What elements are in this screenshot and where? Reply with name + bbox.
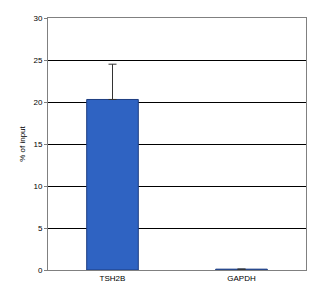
svg-text:20: 20: [33, 98, 42, 107]
svg-text:5: 5: [38, 224, 43, 233]
svg-text:0: 0: [38, 266, 43, 275]
svg-text:10: 10: [33, 182, 42, 191]
svg-text:GAPDH: GAPDH: [227, 274, 256, 283]
svg-text:15: 15: [33, 140, 42, 149]
svg-text:30: 30: [33, 14, 42, 23]
svg-text:25: 25: [33, 56, 42, 65]
svg-text:% of input: % of input: [18, 125, 27, 161]
svg-text:TSH2B: TSH2B: [100, 274, 126, 283]
